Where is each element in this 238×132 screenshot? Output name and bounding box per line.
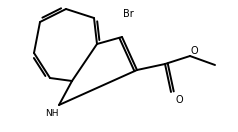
- Text: NH: NH: [45, 110, 59, 119]
- Text: O: O: [175, 95, 183, 105]
- Text: Br: Br: [123, 9, 133, 19]
- Text: O: O: [190, 46, 198, 56]
